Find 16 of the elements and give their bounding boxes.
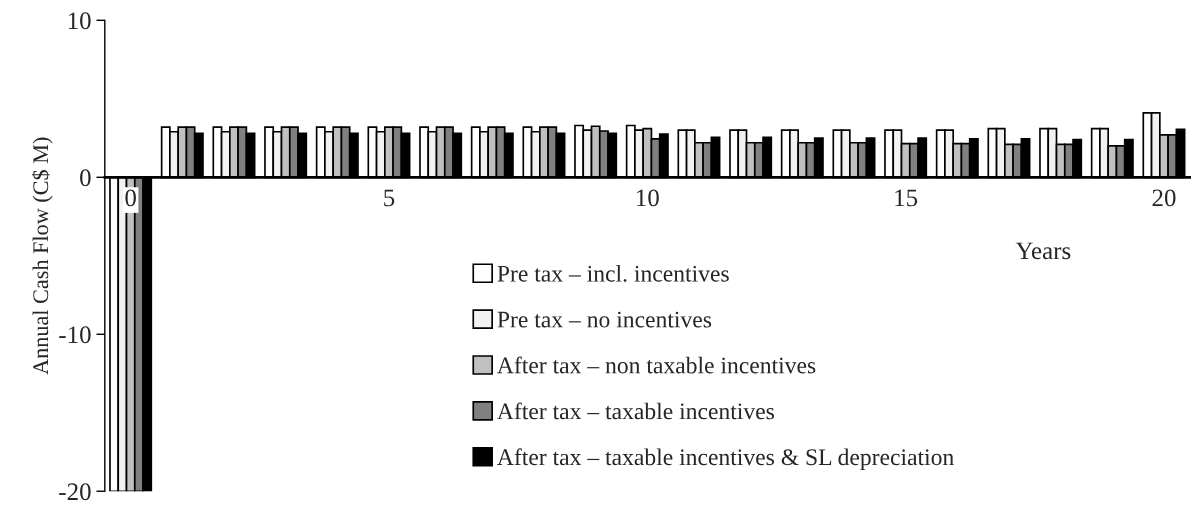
legend-label: After tax – non taxable incentives xyxy=(497,356,816,374)
x-tick-label: 5 xyxy=(384,189,395,207)
x-tick-label: 0 xyxy=(125,189,136,207)
y-tick-label: 10 xyxy=(68,12,91,30)
x-tick-label: 20 xyxy=(1152,189,1176,207)
y-tick-label: -20 xyxy=(59,483,91,501)
x-axis-title: Years xyxy=(1015,242,1071,260)
legend-label: After tax – taxable incentives & SL depreciation xyxy=(497,448,954,470)
legend-label: Pre tax – no incentives xyxy=(497,311,712,328)
y-tick-label: 0 xyxy=(80,169,91,187)
y-tick-label: -10 xyxy=(59,326,91,344)
x-tick-label: 15 xyxy=(895,189,918,207)
x-tick-label: 10 xyxy=(637,189,659,207)
legend-label: Pre tax – incl. incentives xyxy=(497,265,729,282)
legend-label: After tax – taxable incentives xyxy=(497,402,774,420)
y-axis-title: Annual Cash Flow (C$ M) xyxy=(31,137,53,375)
